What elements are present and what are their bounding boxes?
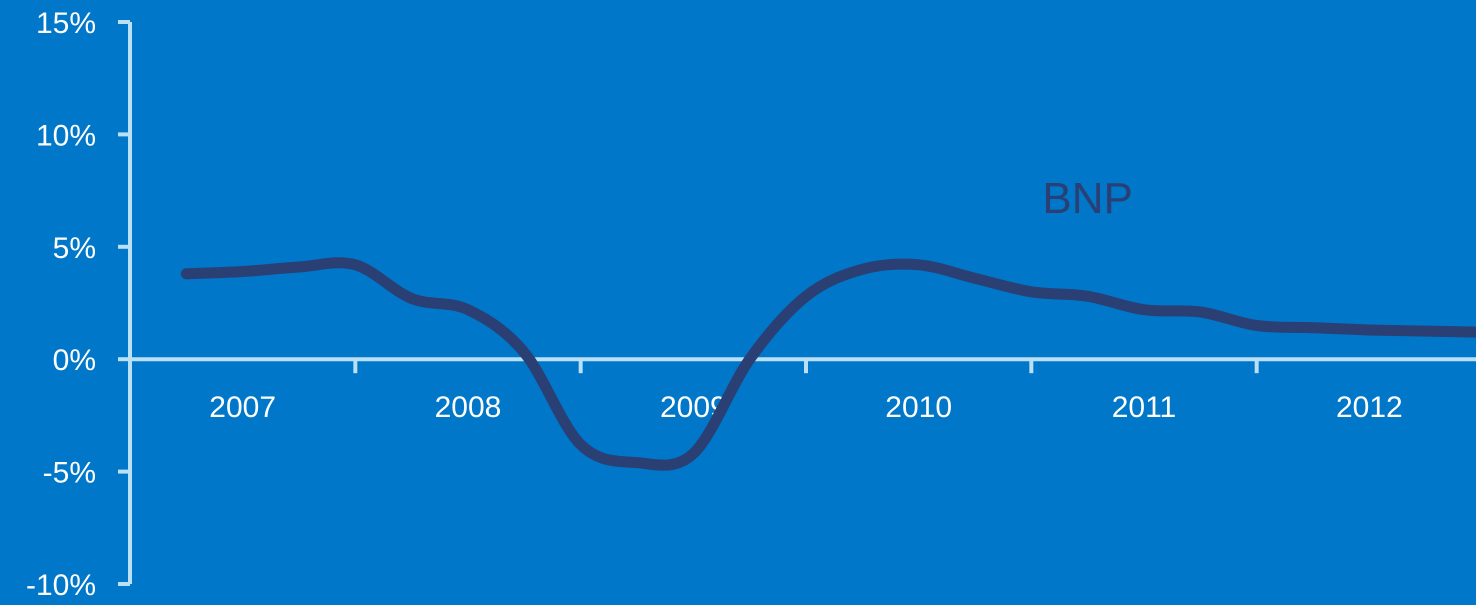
x-tick-label: 2010 <box>885 391 952 424</box>
y-tick-label: -10% <box>26 569 96 602</box>
x-tick-label: 2011 <box>1112 391 1177 424</box>
y-tick-label: 0% <box>53 344 96 377</box>
series-group <box>180 257 1476 471</box>
x-tick-label: 2012 <box>1336 391 1403 424</box>
y-tick-label: 15% <box>36 7 96 40</box>
y-axis: 15% 10% 5% 0% -5% -10% <box>26 7 132 602</box>
series-line-bnp <box>180 257 1476 471</box>
y-tick-label: 5% <box>53 232 96 265</box>
y-tick-label: -5% <box>43 457 96 490</box>
series-label: BNP <box>1042 174 1132 223</box>
x-tick-label: 2007 <box>209 391 276 424</box>
series-labels: BNP <box>1042 174 1132 223</box>
x-tick-label: 2008 <box>435 391 502 424</box>
x-axis: 2007 2008 2009 2010 2011 2012 <box>130 357 1476 424</box>
y-tick-label: 10% <box>36 119 96 152</box>
